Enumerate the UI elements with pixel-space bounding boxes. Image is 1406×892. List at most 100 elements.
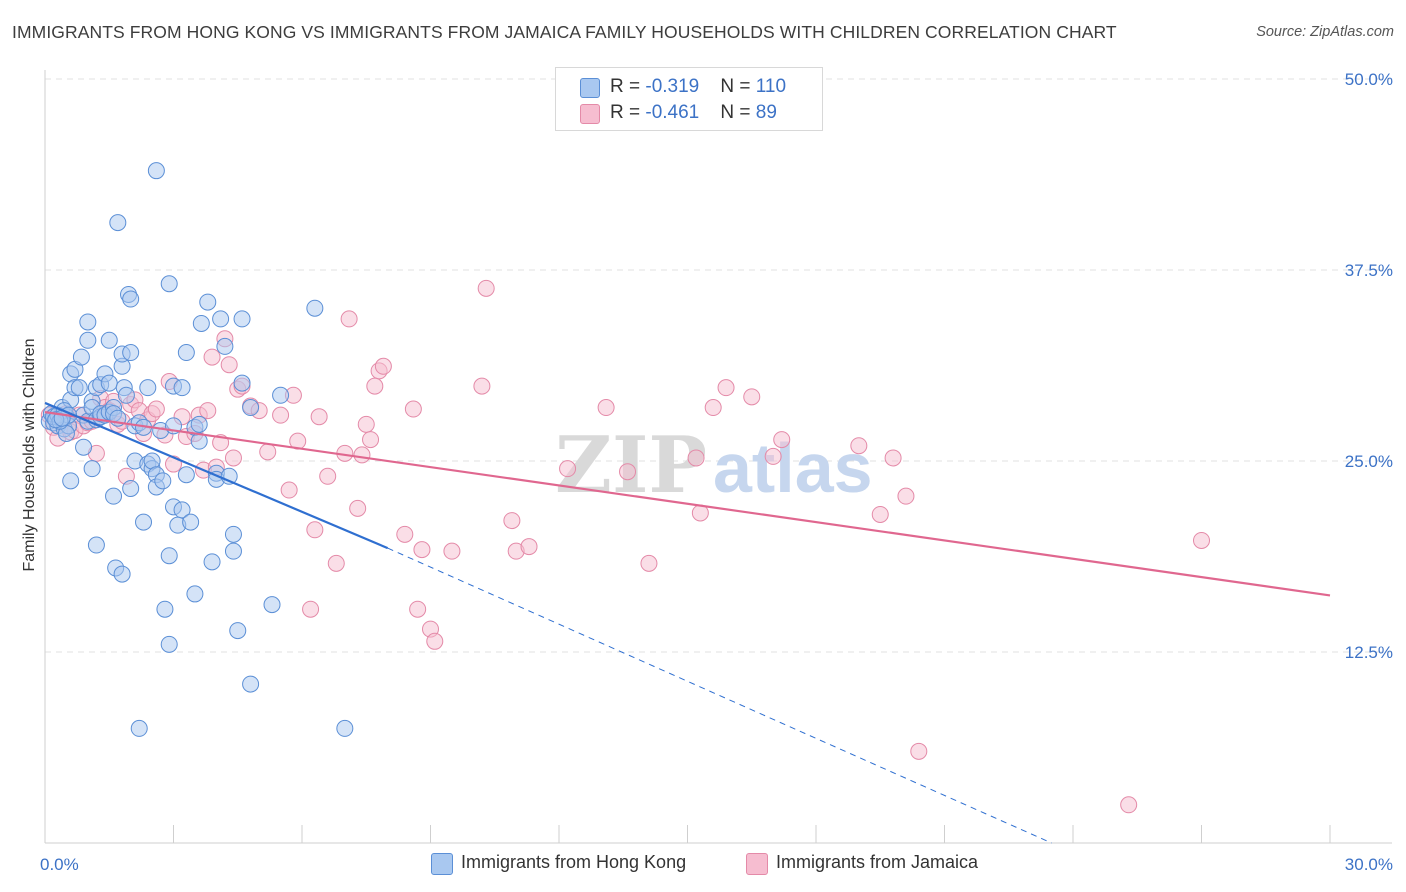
jamaica-point [764, 447, 782, 465]
hong-kong-point [105, 487, 123, 505]
hong-kong-point [154, 472, 172, 490]
hong-kong-point [192, 314, 210, 332]
hong-kong-point [135, 513, 153, 531]
correlation-legend: R = -0.319 N = 110 R = -0.461 N = 89 [555, 67, 823, 131]
hong-kong-point [62, 472, 80, 490]
hong-kong-point [160, 547, 178, 565]
jamaica-point [374, 357, 392, 375]
hong-kong-point [75, 438, 93, 456]
jamaica-point [147, 400, 165, 418]
jamaica-point [409, 600, 427, 618]
hong-kong-point [233, 310, 251, 328]
jamaica-point [272, 406, 290, 424]
jamaica-point [280, 481, 298, 499]
hong-kong-point [186, 585, 204, 603]
hong-kong-point [139, 379, 157, 397]
hong-kong-point [117, 386, 135, 404]
hong-kong-point [122, 290, 140, 308]
hong-kong-point [242, 399, 260, 417]
jamaica-point [687, 449, 705, 467]
jamaica-point [619, 463, 637, 481]
y-tick-label: 37.5% [1345, 261, 1393, 280]
chart-title: IMMIGRANTS FROM HONG KONG VS IMMIGRANTS … [12, 22, 1117, 42]
hong-kong-point [177, 466, 195, 484]
jamaica-point [220, 356, 238, 374]
legend-n-label: N = [720, 76, 756, 97]
hong-kong-point [109, 214, 127, 232]
hong-kong-point [113, 565, 131, 583]
hong-kong-point [160, 275, 178, 293]
jamaica-point [413, 541, 431, 559]
jamaica-point [884, 449, 902, 467]
legend-n-value: 89 [755, 102, 777, 123]
jamaica-point [396, 525, 414, 543]
jamaica-point [259, 443, 277, 461]
hong-kong-point [100, 331, 118, 349]
hong-kong-point [272, 386, 290, 404]
hong-kong-point [160, 635, 178, 653]
jamaica-point [871, 505, 889, 523]
hong-kong-point [224, 542, 242, 560]
jamaica-point [310, 408, 328, 426]
hong-kong-point [122, 344, 140, 362]
jamaica-point [203, 348, 221, 366]
hong-kong-point [190, 415, 208, 433]
jamaica-point [224, 449, 242, 467]
jamaica-point [773, 431, 791, 449]
jamaica-point [640, 554, 658, 572]
hong-kong-point [203, 553, 221, 571]
jamaica-point [559, 460, 577, 478]
legend-r-label: R = [610, 76, 646, 97]
hong-kong-point [122, 480, 140, 498]
jamaica-point [443, 542, 461, 560]
watermark-atlas: atlas [713, 429, 873, 507]
jamaica-point [327, 554, 345, 572]
legend-swatch-jamaica [580, 104, 600, 124]
legend-r-value: -0.461 [645, 102, 700, 123]
jamaica-point [850, 437, 868, 455]
hong-kong-point [173, 501, 191, 519]
hong-kong-point [336, 719, 354, 737]
jamaica-point [199, 402, 217, 420]
bottom-legend-swatch-hong-kong [431, 853, 453, 875]
hong-kong-point [72, 348, 90, 366]
bottom-legend-label-jamaica: Immigrants from Jamaica [776, 852, 979, 872]
legend-n-label: N = [720, 102, 756, 123]
jamaica-point [366, 377, 384, 395]
jamaica-point [597, 399, 615, 417]
jamaica-point [477, 279, 495, 297]
jamaica-point [743, 388, 761, 406]
hong-kong-point [216, 337, 234, 355]
jamaica-point [473, 377, 491, 395]
jamaica-point [426, 632, 444, 650]
x-tick-label: 0.0% [40, 855, 79, 874]
series-jamaica [40, 279, 1210, 814]
hong-kong-point [156, 600, 174, 618]
hong-kong-trend-extension [387, 547, 1052, 844]
legend-n-value: 110 [755, 76, 787, 97]
jamaica-point [717, 379, 735, 397]
jamaica-point [349, 499, 367, 517]
jamaica-point [319, 467, 337, 485]
jamaica-point [306, 521, 324, 539]
hong-kong-point [87, 536, 105, 554]
x-tick-label: 30.0% [1345, 855, 1393, 874]
hong-kong-point [100, 374, 118, 392]
jamaica-point [404, 400, 422, 418]
hong-kong-point [177, 344, 195, 362]
y-tick-label: 25.0% [1345, 452, 1393, 471]
hong-kong-point [229, 622, 247, 640]
jamaica-point [357, 415, 375, 433]
hong-kong-point [173, 379, 191, 397]
hong-kong-point [233, 374, 251, 392]
bottom-legend-swatch-jamaica [746, 853, 768, 875]
trend-lines [44, 401, 1331, 844]
hong-kong-point [182, 513, 200, 531]
jamaica-point [302, 600, 320, 618]
source-label: Source: ZipAtlas.com [1256, 24, 1394, 40]
jamaica-point [897, 487, 915, 505]
y-tick-label: 50.0% [1345, 70, 1393, 89]
hong-kong-point [147, 162, 165, 180]
hong-kong-point [199, 293, 217, 311]
